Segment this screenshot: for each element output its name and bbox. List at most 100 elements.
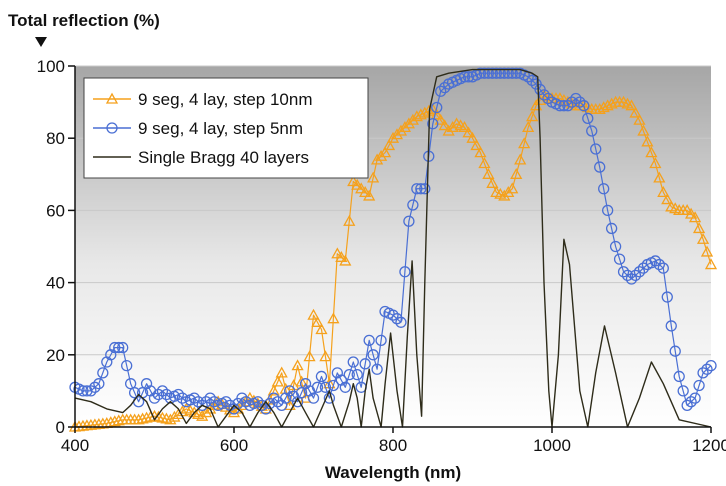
- data-point: [542, 92, 554, 105]
- series-3: [74, 68, 712, 428]
- data-point: [268, 392, 280, 404]
- data-point: [653, 171, 666, 183]
- legend: 9 seg, 4 lay, step 10nm 9 seg, 4 lay, ste…: [83, 77, 369, 179]
- series-2: [69, 67, 717, 415]
- data-point: [582, 112, 594, 124]
- data-point: [132, 413, 145, 425]
- data-point: [156, 385, 169, 397]
- data-point: [637, 262, 650, 274]
- data-point: [351, 178, 364, 190]
- data-point: [685, 207, 698, 219]
- data-point: [394, 124, 408, 136]
- data-point: [315, 370, 328, 383]
- data-point: [395, 316, 407, 328]
- data-point: [275, 366, 288, 378]
- data-point: [315, 323, 328, 335]
- data-point: [677, 385, 689, 397]
- data-point: [442, 124, 455, 136]
- x-axis-title: Wavelength (nm): [325, 463, 461, 482]
- data-point: [613, 253, 626, 265]
- data-point: [291, 359, 304, 371]
- data-point: [117, 341, 129, 354]
- data-point: [415, 183, 427, 195]
- data-point: [598, 183, 610, 195]
- data-point: [649, 255, 661, 267]
- data-point: [303, 350, 316, 362]
- data-point: [407, 199, 419, 211]
- data-point: [136, 412, 149, 424]
- legend-label: 9 seg, 4 lay, step 5nm: [138, 119, 303, 138]
- data-point: [331, 247, 344, 259]
- data-point: [605, 222, 618, 235]
- data-point: [482, 167, 495, 179]
- data-point: [386, 131, 400, 143]
- data-point: [494, 67, 506, 79]
- data-point: [335, 250, 348, 262]
- data-point: [470, 139, 483, 151]
- data-point: [390, 128, 404, 140]
- data-point: [196, 399, 208, 411]
- data-point: [602, 204, 614, 217]
- data-point: [168, 410, 181, 422]
- data-point: [93, 378, 105, 390]
- data-point: [236, 392, 248, 404]
- data-point: [319, 381, 332, 393]
- data-point: [458, 71, 471, 83]
- data-point: [689, 392, 701, 404]
- data-point: [665, 320, 677, 332]
- data-point: [311, 381, 324, 393]
- data-point: [669, 345, 681, 357]
- legend-item: 9 seg, 4 lay, step 10nm: [93, 90, 313, 109]
- data-point: [164, 413, 177, 425]
- data-point: [378, 146, 392, 158]
- data-point: [363, 334, 375, 347]
- data-point: [673, 370, 685, 383]
- data-point: [387, 309, 399, 321]
- data-point: [351, 369, 363, 381]
- data-point: [518, 137, 531, 149]
- data-point: [370, 153, 384, 165]
- legend-item: 9 seg, 4 lay, step 5nm: [93, 119, 303, 138]
- data-point: [466, 131, 479, 143]
- data-point: [89, 381, 101, 393]
- data-point: [510, 167, 523, 179]
- data-point: [625, 273, 638, 285]
- data-point: [645, 146, 658, 158]
- data-point: [188, 392, 200, 404]
- data-point: [681, 399, 693, 411]
- data-point: [474, 67, 487, 79]
- data-point: [403, 215, 415, 227]
- y-tick-label: 80: [46, 129, 65, 148]
- data-point: [359, 186, 372, 197]
- data-point: [267, 384, 280, 396]
- data-point: [77, 385, 89, 397]
- legend-label: 9 seg, 4 lay, step 10nm: [138, 90, 313, 109]
- data-point: [196, 409, 209, 421]
- data-point: [629, 106, 642, 118]
- data-point: [462, 71, 475, 83]
- data-point: [319, 350, 332, 362]
- data-point: [692, 222, 706, 234]
- series-1: [68, 88, 718, 432]
- data-point: [478, 157, 491, 169]
- data-point: [593, 102, 606, 114]
- y-tick-label: 20: [46, 346, 65, 365]
- data-point: [382, 139, 396, 151]
- y-axis-title: Total reflection (%): [8, 11, 160, 30]
- x-tick-label: 600: [220, 436, 248, 455]
- data-point: [398, 121, 412, 133]
- data-point: [439, 82, 451, 94]
- y-tick-label: 0: [56, 418, 65, 437]
- data-point: [498, 189, 511, 201]
- data-point: [696, 232, 710, 244]
- data-point: [410, 110, 423, 122]
- data-point: [701, 363, 713, 375]
- data-point: [427, 118, 439, 130]
- data-point: [566, 96, 578, 108]
- data-point: [414, 108, 427, 120]
- data-point: [474, 146, 487, 158]
- y-tick-label: 60: [46, 201, 65, 220]
- data-point: [204, 392, 216, 404]
- data-point: [661, 193, 674, 205]
- x-tick-label: 800: [379, 436, 407, 455]
